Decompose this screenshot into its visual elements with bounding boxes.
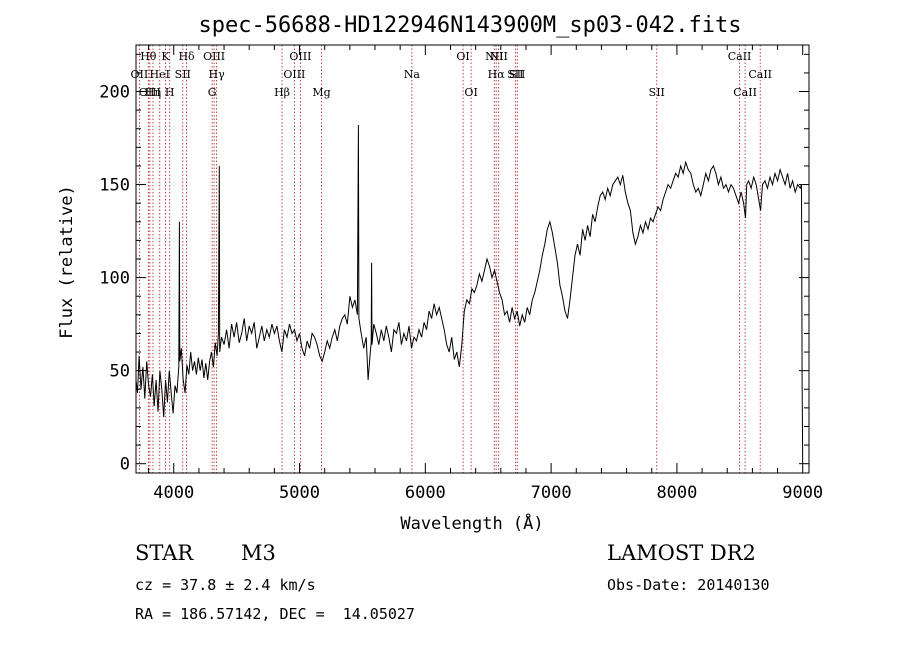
spectral-line-label: NII: [490, 50, 508, 63]
plot-frame: [135, 44, 810, 474]
x-tick-label: 9000: [782, 483, 823, 503]
redshift-text: cz = 37.8 ± 2.4 km/s: [135, 576, 316, 594]
y-tick-label: 50: [110, 362, 130, 382]
spectral-line-label: SII: [507, 68, 523, 81]
emission-line-markers: [138, 45, 761, 473]
y-axis-ticks: 0 50 100 150 200: [99, 53, 809, 475]
spectral-line-label: OIII: [289, 50, 311, 63]
spectral-line-label: CaII: [748, 68, 772, 81]
y-axis-label: Flux (relative): [57, 185, 77, 339]
spectral-line-label: K: [161, 50, 170, 63]
y-tick-label: 0: [120, 455, 130, 475]
x-axis-ticks: 4000 5000 6000 7000 8000 9000: [148, 45, 823, 503]
chart-title: spec-56688-HD122946N143900M_sp03-042.fit…: [198, 13, 741, 38]
spectral-line-label: Hβ: [274, 86, 290, 99]
spectral-line-label: SII: [509, 68, 525, 81]
spectral-line-label: HeI: [150, 68, 170, 81]
object-subclass: M3: [241, 541, 276, 565]
x-tick-label: 6000: [405, 483, 446, 503]
emission-line-labels: OIIHθOIIIHηHeIKHSIIHδGOIIIHγHβOIIIOIIIMg…: [131, 50, 772, 99]
spectral-line-label: CaII: [733, 86, 757, 99]
spectral-line-label: H: [165, 86, 175, 99]
x-tick-label: 7000: [531, 483, 572, 503]
y-tick-label: 150: [99, 176, 130, 196]
spectral-line-label: SII: [175, 68, 191, 81]
spectral-line-label: OI: [456, 50, 469, 63]
spectral-line-label: OII: [131, 68, 149, 81]
spectral-line-label: Hθ: [140, 50, 157, 63]
spectral-line-label: Mg: [312, 86, 330, 99]
spectral-line-label: Hγ: [209, 68, 226, 81]
obs-date-text: Obs-Date: 20140130: [607, 576, 770, 594]
spectral-line-label: OI: [464, 86, 477, 99]
x-tick-label: 5000: [279, 483, 320, 503]
spectral-line-label: Na: [404, 68, 421, 81]
spectral-line-label: Hα: [488, 68, 506, 81]
spectral-line-label: G: [208, 86, 217, 99]
spectral-line-label: SII: [649, 86, 665, 99]
spectral-line-label: OIII: [283, 68, 305, 81]
x-tick-label: 4000: [153, 483, 194, 503]
y-tick-label: 100: [99, 269, 130, 289]
coordinates-text: RA = 186.57142, DEC = 14.05027: [135, 605, 415, 623]
spectral-line-label: OIII: [139, 86, 161, 99]
spectral-line-label: Hδ: [178, 50, 195, 63]
spectral-line-label: CaII: [728, 50, 752, 63]
object-class: STAR: [135, 541, 194, 565]
survey-name: LAMOST DR2: [607, 541, 756, 565]
y-tick-label: 200: [99, 83, 130, 103]
spectral-line-label: NII: [485, 50, 503, 63]
x-axis-label: Wavelength (Å): [400, 512, 543, 534]
spectral-line-label: OIII: [203, 50, 225, 63]
x-tick-label: 8000: [656, 483, 697, 503]
spectrum-line: [135, 124, 804, 464]
spectral-line-label: Hη: [145, 86, 161, 99]
